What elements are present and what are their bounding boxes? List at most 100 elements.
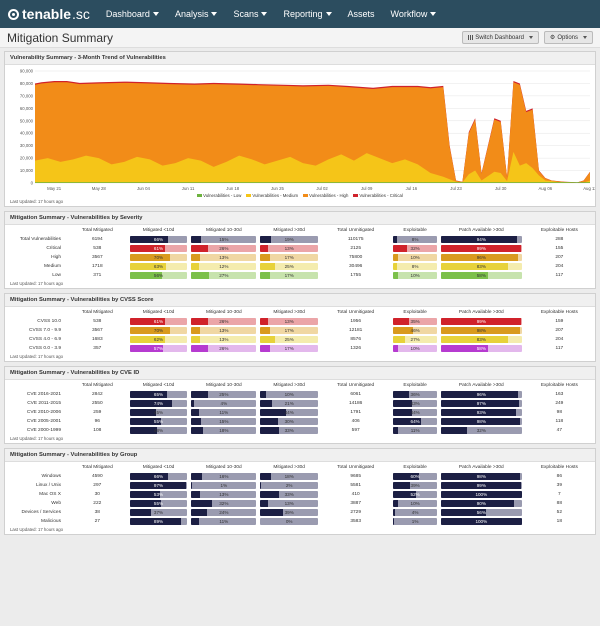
percent-bar[interactable]: 96% — [440, 391, 522, 398]
percent-bar[interactable]: 10% — [393, 272, 437, 279]
percent-bar[interactable]: 58% — [440, 272, 522, 279]
percent-bar[interactable]: 8% — [393, 236, 437, 243]
percent-bar[interactable]: 97% — [440, 400, 522, 407]
percent-bar[interactable]: 70% — [129, 327, 188, 334]
column-header[interactable]: Mitigated >30d — [273, 309, 305, 315]
percent-bar[interactable]: 48% — [129, 427, 188, 434]
percent-bar[interactable]: 32% — [440, 427, 522, 434]
percent-bar[interactable]: 83% — [440, 263, 522, 270]
percent-bar[interactable]: 46% — [393, 327, 437, 334]
percent-bar[interactable]: 27% — [393, 336, 437, 343]
percent-bar[interactable]: 32% — [393, 245, 437, 252]
percent-bar[interactable]: 35% — [393, 318, 437, 325]
percent-bar[interactable]: 65% — [129, 391, 188, 398]
percent-bar[interactable]: 8% — [393, 263, 437, 270]
percent-bar[interactable]: 13% — [260, 245, 319, 252]
percent-bar[interactable]: 66% — [129, 473, 188, 480]
column-header[interactable]: Total Unmitigated — [337, 464, 375, 470]
table-row[interactable]: CVSS 0.0 - 3.9 357 57% 26% 17% 1326 10% 58% 117 — [5, 344, 595, 353]
column-header[interactable]: Exploitable Hosts — [540, 309, 578, 315]
percent-bar[interactable]: 60% — [393, 473, 437, 480]
percent-bar[interactable]: 30% — [260, 418, 319, 425]
table-row[interactable]: Total Vulnerabilities 6194 66% 15% 19% 110175… — [5, 235, 595, 244]
column-header[interactable]: Exploitable — [403, 464, 427, 470]
percent-bar[interactable]: 13% — [260, 500, 319, 507]
percent-bar[interactable]: 55% — [129, 418, 188, 425]
table-row[interactable]: CVE 2016-2021 2842 65% 25% 10% 6061 36% 96% 163 — [5, 390, 595, 399]
column-header[interactable]: Mitigated >30d — [273, 464, 305, 470]
legend-item[interactable]: Vulnerabilities - High — [303, 193, 348, 198]
percent-bar[interactable]: 32% — [191, 500, 257, 507]
percent-bar[interactable]: 45% — [129, 409, 188, 416]
percent-bar[interactable]: 64% — [393, 418, 437, 425]
column-header[interactable]: Exploitable — [403, 227, 427, 233]
column-header[interactable]: Mitigated 10-30d — [205, 464, 242, 470]
table-row[interactable]: Web 222 55% 32% 13% 3887 10% 90% 88 — [5, 499, 595, 508]
table-row[interactable]: Mac OS X 30 53% 13% 33% 410 52% 100% 7 — [5, 490, 595, 499]
table-row[interactable]: CVSS 7.0 - 9.9 3567 70% 13% 17% 12181 46% 98% 20… — [5, 326, 595, 335]
percent-bar[interactable]: 94% — [440, 236, 522, 243]
column-header[interactable]: Mitigated 10-30d — [205, 382, 242, 388]
percent-bar[interactable]: 18% — [260, 473, 319, 480]
column-header[interactable]: Total Mitigated — [81, 227, 113, 233]
percent-bar[interactable]: 98% — [440, 327, 522, 334]
column-header[interactable]: Exploitable Hosts — [540, 227, 578, 233]
column-header[interactable]: Mitigated <10d — [142, 309, 175, 315]
percent-bar[interactable]: 93% — [440, 409, 522, 416]
percent-bar[interactable]: 27% — [191, 272, 257, 279]
percent-bar[interactable]: 10% — [393, 345, 437, 352]
switch-dashboard-button[interactable]: Switch Dashboard — [462, 31, 539, 44]
column-header[interactable]: Mitigated >30d — [273, 382, 305, 388]
nav-item-scans[interactable]: Scans — [233, 9, 268, 19]
percent-bar[interactable]: 62% — [129, 336, 188, 343]
percent-bar[interactable]: 98% — [440, 473, 522, 480]
column-header[interactable]: Total Mitigated — [81, 464, 113, 470]
percent-bar[interactable]: 16% — [191, 473, 257, 480]
percent-bar[interactable]: 70% — [129, 254, 188, 261]
percent-bar[interactable]: 56% — [440, 509, 522, 516]
percent-bar[interactable]: 39% — [260, 509, 319, 516]
percent-bar[interactable]: 44% — [260, 409, 319, 416]
percent-bar[interactable]: 13% — [260, 318, 319, 325]
column-header[interactable]: Exploitable Hosts — [540, 464, 578, 470]
percent-bar[interactable]: 26% — [191, 245, 257, 252]
percent-bar[interactable]: 26% — [191, 318, 257, 325]
percent-bar[interactable]: 99% — [440, 482, 522, 489]
percent-bar[interactable]: 58% — [440, 345, 522, 352]
table-row[interactable]: CVE 2000-1999 108 48% 18% 33% 597 11% 32% 47 — [5, 426, 595, 435]
percent-bar[interactable]: 100% — [440, 491, 522, 498]
percent-bar[interactable]: 99% — [440, 318, 522, 325]
percent-bar[interactable]: 61% — [129, 318, 188, 325]
percent-bar[interactable]: 19% — [260, 236, 319, 243]
percent-bar[interactable]: 10% — [393, 254, 437, 261]
table-row[interactable]: High 3567 70% 13% 17% 75800 10% 96% 207 — [5, 253, 595, 262]
percent-bar[interactable]: 55% — [129, 500, 188, 507]
column-header[interactable]: Total Unmitigated — [337, 227, 375, 233]
column-header[interactable]: Mitigated <10d — [142, 227, 175, 233]
percent-bar[interactable]: 100% — [440, 518, 522, 525]
percent-bar[interactable]: 2% — [260, 482, 319, 489]
percent-bar[interactable]: 17% — [260, 327, 319, 334]
percent-bar[interactable]: 17% — [260, 272, 319, 279]
percent-bar[interactable]: 11% — [191, 409, 257, 416]
percent-bar[interactable]: 10% — [260, 391, 319, 398]
percent-bar[interactable]: 1% — [393, 518, 437, 525]
options-button[interactable]: ⚙ Options — [543, 31, 593, 44]
nav-item-assets[interactable]: Assets — [348, 9, 375, 19]
percent-bar[interactable]: 43% — [393, 400, 437, 407]
column-header[interactable]: Total Mitigated — [81, 382, 113, 388]
table-row[interactable]: Critical 538 61% 26% 13% 2125 32% 99% 155 — [5, 244, 595, 253]
percent-bar[interactable]: 26% — [191, 345, 257, 352]
percent-bar[interactable]: 57% — [129, 345, 188, 352]
percent-bar[interactable]: 33% — [260, 491, 319, 498]
nav-item-workflow[interactable]: Workflow — [391, 9, 437, 19]
percent-bar[interactable]: 61% — [129, 245, 188, 252]
percent-bar[interactable]: 98% — [440, 418, 522, 425]
percent-bar[interactable]: 90% — [440, 500, 522, 507]
table-row[interactable]: Malicious 27 89% 11% 0% 3583 1% 100% 18 — [5, 517, 595, 526]
column-header[interactable]: Patch Available >30d — [458, 382, 504, 388]
column-header[interactable]: Mitigated <10d — [142, 382, 175, 388]
percent-bar[interactable]: 37% — [129, 509, 188, 516]
percent-bar[interactable]: 17% — [260, 345, 319, 352]
percent-bar[interactable]: 96% — [440, 254, 522, 261]
